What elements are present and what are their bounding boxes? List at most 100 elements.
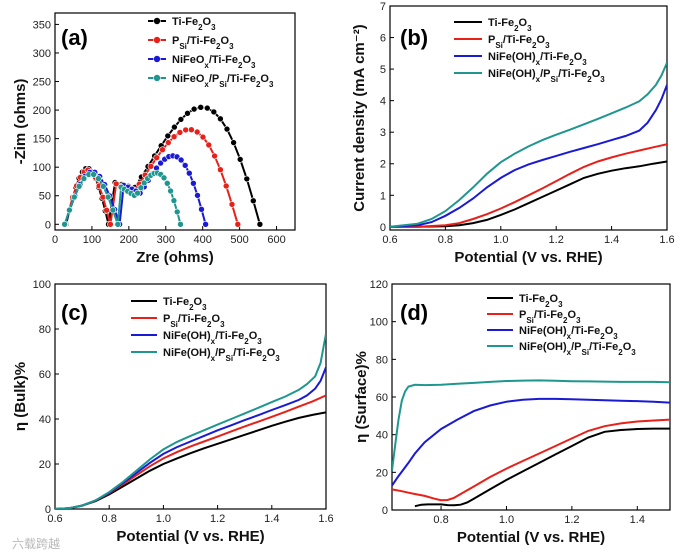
data-point-a — [95, 175, 102, 182]
data-point-a — [75, 183, 83, 190]
x-tick-label-d: 1.2 — [564, 514, 579, 526]
legend-label-c: NiFe(OH)x/Ti-Fe2O3 — [163, 330, 262, 346]
data-point-a — [210, 108, 218, 116]
series-b-1 — [390, 143, 667, 228]
data-point-a — [104, 193, 112, 201]
x-tick-label-a: 600 — [267, 234, 285, 246]
legend-label-b: Ti-Fe2O3 — [488, 17, 532, 33]
series-line-c — [55, 366, 326, 509]
legend-label-d: Ti-Fe2O3 — [519, 293, 563, 309]
data-point-a — [177, 221, 184, 228]
data-point-a — [109, 206, 117, 214]
series-c-0 — [55, 411, 326, 509]
series-c-2 — [55, 366, 326, 509]
series-line-d — [392, 379, 670, 471]
data-point-a — [137, 184, 145, 191]
data-point-a — [114, 221, 122, 228]
y-tick-label-d: 120 — [370, 279, 388, 291]
series-line-d — [392, 418, 670, 502]
y-tick-label-a: 50 — [39, 191, 51, 203]
y-tick-label-a: 250 — [33, 77, 51, 89]
data-point-a — [230, 139, 237, 146]
x-tick-label-b: 1.2 — [549, 234, 564, 246]
legend-marker-a — [153, 17, 161, 25]
plot-frame-b — [389, 5, 668, 231]
data-point-a — [188, 126, 195, 133]
x-tick-label-d: 1.4 — [630, 514, 645, 526]
panel-label-c: (c) — [61, 300, 88, 325]
data-point-a — [176, 129, 184, 136]
data-point-a — [190, 105, 198, 113]
series-b-0 — [390, 160, 667, 228]
y-tick-label-b: 0 — [380, 222, 386, 234]
legend-label-d: NiFe(OH)x/PSi/Ti-Fe2O3 — [519, 341, 636, 357]
data-point-a — [159, 146, 166, 153]
data-point-a — [197, 104, 204, 111]
x-tick-label-c: 1.4 — [264, 513, 279, 525]
data-point-a — [198, 206, 205, 213]
data-point-a — [182, 126, 189, 134]
plot-frame-c — [54, 283, 327, 510]
data-point-a — [205, 141, 213, 149]
x-tick-label-c: 1.0 — [156, 513, 171, 525]
data-point-a — [186, 169, 193, 177]
legend-label-a: NiFeOx/Ti-Fe2O3 — [172, 54, 256, 70]
legend-label-b: NiFe(OH)x/PSi/Ti-Fe2O3 — [488, 68, 605, 84]
legend-label-c: Ti-Fe2O3 — [163, 296, 207, 312]
y-axis-title-c: η (Bulk)% — [12, 362, 29, 431]
y-tick-label-a: 100 — [33, 162, 51, 174]
y-axis-title-a: -Zim (ohms) — [12, 79, 29, 165]
data-point-a — [164, 132, 172, 140]
data-point-a — [170, 133, 178, 140]
series-d-0 — [414, 427, 670, 508]
data-point-a — [164, 180, 171, 187]
legend-label-d: NiFe(OH)x/Ti-Fe2O3 — [519, 325, 618, 341]
legend-label-c: NiFe(OH)x/PSi/Ti-Fe2O3 — [163, 347, 280, 363]
x-tick-label-b: 0.8 — [438, 234, 453, 246]
data-point-a — [107, 221, 114, 228]
y-tick-label-d: 40 — [376, 430, 388, 442]
y-tick-label-a: 300 — [33, 48, 51, 60]
series-line-b — [390, 160, 667, 228]
x-tick-label-d: 1.0 — [499, 514, 514, 526]
y-tick-label-c: 60 — [39, 369, 51, 381]
y-tick-label-c: 0 — [45, 504, 51, 516]
y-tick-label-b: 6 — [380, 33, 386, 45]
series-line-c — [55, 333, 326, 509]
legend-marker-a — [153, 36, 161, 44]
legend-marker-a — [153, 55, 161, 63]
data-point-a — [199, 133, 207, 141]
data-point-a — [223, 125, 231, 133]
x-tick-label-a: 400 — [194, 234, 212, 246]
x-tick-label-b: 0.6 — [382, 234, 397, 246]
data-point-a — [165, 139, 172, 146]
panel-b: 0.6 0.8 1.0 1.2 1.4 1.6 0 1 2 3 4 5 6 7 Potential (V v… — [351, 1, 675, 266]
y-tick-label-b: 7 — [380, 1, 386, 13]
data-point-a — [181, 162, 189, 169]
x-tick-label-a: 300 — [157, 234, 175, 246]
x-tick-label-b: 1.4 — [604, 234, 619, 246]
legend-label-b: NiFe(OH)x/Ti-Fe2O3 — [488, 51, 587, 67]
data-point-a — [71, 193, 78, 201]
data-point-a — [211, 152, 218, 160]
y-tick-label-d: 20 — [376, 467, 388, 479]
data-point-a — [177, 116, 185, 123]
legend-marker-a — [153, 74, 161, 82]
panel-d: 0.8 1.0 1.2 1.4 0 20 40 60 80 100 120 Potential (V … — [353, 279, 671, 546]
x-tick-label-a: 200 — [120, 234, 138, 246]
x-tick-label-a: 100 — [83, 234, 101, 246]
series-d-2 — [392, 397, 670, 487]
legend-label-a: PSi/Ti-Fe2O3 — [172, 35, 234, 51]
panel-a: 0 100 200 300 400 500 600 0 50 100 150 200 250 300 350… — [12, 12, 296, 266]
series-d-3 — [392, 379, 670, 471]
series-line-b — [390, 84, 667, 228]
data-point-a — [228, 201, 236, 208]
data-point-a — [202, 221, 209, 228]
y-tick-label-a: 350 — [33, 19, 51, 31]
y-tick-label-a: 200 — [33, 105, 51, 117]
data-point-a — [100, 183, 107, 190]
panel-label-d: (d) — [400, 300, 428, 325]
x-tick-label-c: 1.2 — [210, 513, 225, 525]
data-point-a — [190, 180, 197, 187]
data-point-a — [134, 189, 141, 197]
